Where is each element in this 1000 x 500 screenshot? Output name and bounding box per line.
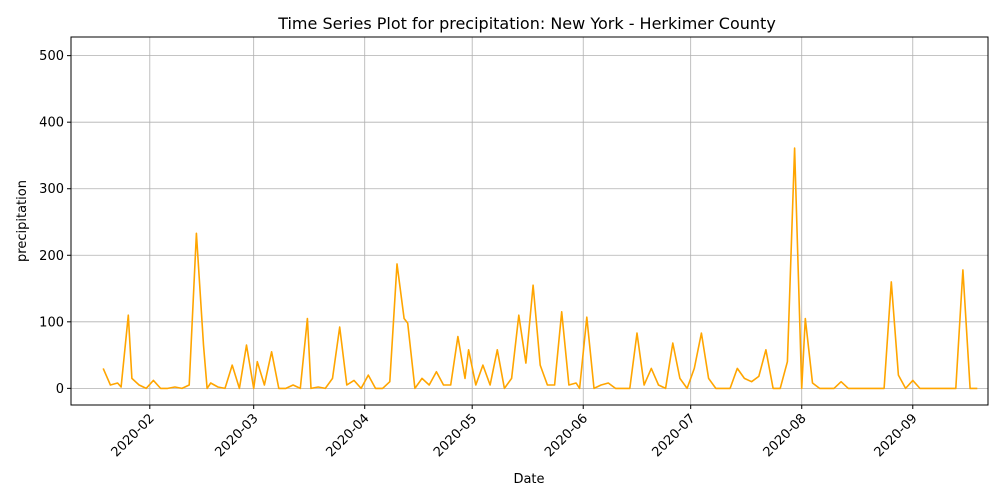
- x-tick-label: 2020-02: [109, 411, 158, 460]
- y-axis-title: precipitation: [15, 180, 30, 262]
- plot-frame: [70, 36, 989, 406]
- grid-lines: [71, 37, 988, 405]
- x-tick-label: 2020-04: [324, 411, 373, 460]
- y-tick-label: 500: [39, 49, 64, 64]
- y-tick-label: 100: [39, 315, 64, 330]
- x-axis-ticks: 2020-02 2020-03 2020-04 2020-05 2020-06 2020-…: [109, 405, 921, 460]
- y-axis-ticks: 0 100 200 300 400 500: [39, 49, 71, 397]
- plot-line-layer: [102, 147, 978, 390]
- precipitation-series-line: [102, 147, 978, 390]
- x-tick-label: 2020-06: [542, 411, 591, 460]
- y-tick-label: 200: [39, 249, 64, 264]
- x-axis-title: Date: [513, 472, 544, 487]
- x-tick-label: 2020-07: [649, 411, 698, 460]
- y-tick-label: 0: [56, 382, 64, 397]
- chart-title: Time Series Plot for precipitation: New …: [277, 14, 776, 33]
- x-tick-label: 2020-03: [212, 411, 261, 460]
- y-tick-label: 300: [39, 182, 64, 197]
- y-tick-label: 400: [39, 116, 64, 131]
- x-tick-label: 2020-09: [872, 411, 921, 460]
- x-tick-label: 2020-08: [761, 411, 810, 460]
- x-tick-label: 2020-05: [431, 411, 480, 460]
